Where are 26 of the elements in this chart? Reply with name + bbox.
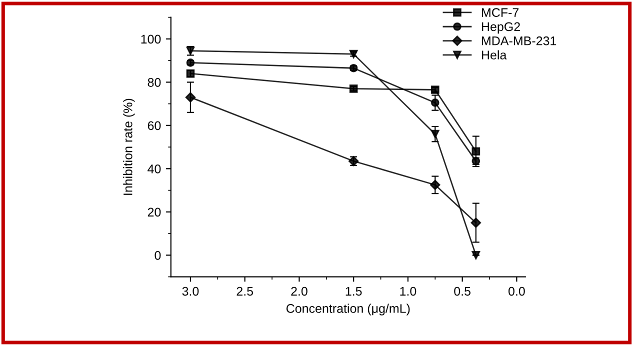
legend-label: MDA-MB-231 xyxy=(482,36,556,46)
point xyxy=(430,98,440,107)
y-axis-title: Inhibition rate (%) xyxy=(123,98,135,195)
y-tick-label: 80 xyxy=(148,78,161,87)
x-tick-label: 2.0 xyxy=(291,286,308,296)
point xyxy=(470,218,482,228)
x-tick-label: 3.0 xyxy=(182,286,199,296)
legend-label: MCF-7 xyxy=(482,8,519,17)
x-tick-label: 1.5 xyxy=(346,286,362,296)
x-tick-label: 2.5 xyxy=(236,286,254,296)
point xyxy=(430,130,440,138)
y-tick-label: 0 xyxy=(154,250,161,260)
x-axis-title: Concentration (μg/mL) xyxy=(286,304,410,316)
point xyxy=(472,251,480,260)
y-tick-label: 100 xyxy=(141,34,161,44)
point xyxy=(472,147,480,156)
y-tick-label: 60 xyxy=(148,121,161,130)
point xyxy=(185,92,196,102)
x-tick-label: 1.0 xyxy=(400,286,416,296)
x-tick-label: 0.5 xyxy=(454,286,470,296)
legend-label: HepG2 xyxy=(482,22,520,34)
y-tick-label: 40 xyxy=(148,164,161,174)
point xyxy=(430,180,440,190)
x-tick-label: 0.0 xyxy=(508,286,525,296)
y-tick-label: 20 xyxy=(148,208,161,217)
legend-label: Hela xyxy=(482,50,507,60)
